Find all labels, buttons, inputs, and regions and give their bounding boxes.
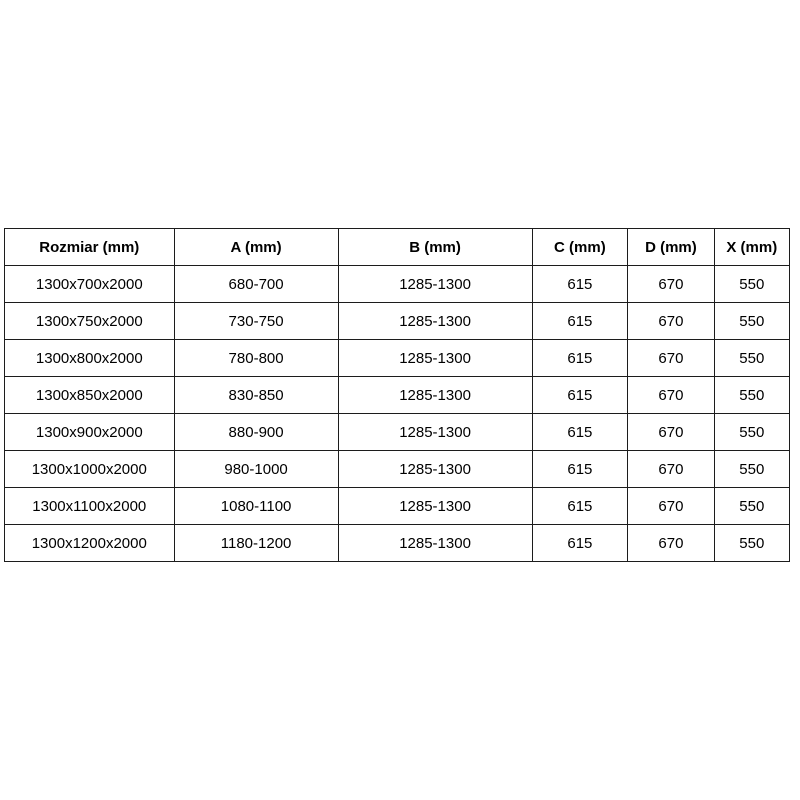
table-cell: 670 [627, 376, 715, 414]
table-cell: 880-900 [173, 413, 339, 451]
table-cell: 1300x850x2000 [4, 376, 175, 414]
table-header-row: Rozmiar (mm) A (mm) B (mm) C (mm) D (mm) X (m… [4, 228, 791, 266]
table-cell: 1300x700x2000 [4, 265, 175, 303]
table-cell: 730-750 [173, 302, 339, 340]
table-row: 1300x1200x2000 1180-1200 1285-1300 615 670 55… [4, 524, 791, 562]
table-cell: 670 [627, 302, 715, 340]
table-cell: 830-850 [173, 376, 339, 414]
table-body: 1300x700x2000 680-700 1285-1300 615 670 550 13… [4, 265, 791, 562]
table-cell: 1285-1300 [337, 265, 533, 303]
column-header-5: X (mm) [713, 228, 791, 266]
table-cell: 1300x1100x2000 [4, 487, 175, 525]
table-row: 1300x1100x2000 1080-1100 1285-1300 615 670 55… [4, 487, 791, 525]
table-cell: 1285-1300 [337, 376, 533, 414]
table-cell: 1285-1300 [337, 524, 533, 562]
table-cell: 1285-1300 [337, 302, 533, 340]
table-cell: 615 [531, 524, 629, 562]
table-cell: 550 [713, 413, 791, 451]
table-row: 1300x850x2000 830-850 1285-1300 615 670 550 [4, 376, 791, 414]
table-cell: 1285-1300 [337, 339, 533, 377]
column-header-0: Rozmiar (mm) [4, 228, 175, 266]
table-row: 1300x800x2000 780-800 1285-1300 615 670 550 [4, 339, 791, 377]
table-cell: 615 [531, 302, 629, 340]
table-cell: 680-700 [173, 265, 339, 303]
table-cell: 550 [713, 450, 791, 488]
column-header-2: B (mm) [337, 228, 533, 266]
table-cell: 1180-1200 [173, 524, 339, 562]
column-header-3: C (mm) [531, 228, 629, 266]
table-cell: 615 [531, 376, 629, 414]
table-row: 1300x1000x2000 980-1000 1285-1300 615 670 550 [4, 450, 791, 488]
table-cell: 780-800 [173, 339, 339, 377]
table-cell: 980-1000 [173, 450, 339, 488]
spec-table-container: Rozmiar (mm) A (mm) B (mm) C (mm) D (mm) X (m… [4, 228, 791, 562]
table-cell: 550 [713, 524, 791, 562]
table-row: 1300x700x2000 680-700 1285-1300 615 670 550 [4, 265, 791, 303]
table-cell: 615 [531, 265, 629, 303]
table-cell: 615 [531, 339, 629, 377]
table-cell: 1300x1200x2000 [4, 524, 175, 562]
table-cell: 670 [627, 339, 715, 377]
table-cell: 1285-1300 [337, 487, 533, 525]
table-cell: 615 [531, 450, 629, 488]
table-cell: 1300x750x2000 [4, 302, 175, 340]
table-cell: 1300x800x2000 [4, 339, 175, 377]
table-row: 1300x750x2000 730-750 1285-1300 615 670 550 [4, 302, 791, 340]
table-cell: 615 [531, 487, 629, 525]
column-header-4: D (mm) [627, 228, 715, 266]
table-cell: 550 [713, 302, 791, 340]
table-cell: 1285-1300 [337, 413, 533, 451]
table-cell: 550 [713, 376, 791, 414]
dimensions-spec-table: Rozmiar (mm) A (mm) B (mm) C (mm) D (mm) X (m… [4, 228, 791, 562]
table-cell: 1300x1000x2000 [4, 450, 175, 488]
table-cell: 1300x900x2000 [4, 413, 175, 451]
table-cell: 670 [627, 265, 715, 303]
table-cell: 670 [627, 487, 715, 525]
column-header-1: A (mm) [173, 228, 339, 266]
table-cell: 550 [713, 265, 791, 303]
table-cell: 670 [627, 450, 715, 488]
table-cell: 1080-1100 [173, 487, 339, 525]
table-cell: 550 [713, 487, 791, 525]
table-cell: 1285-1300 [337, 450, 533, 488]
table-cell: 615 [531, 413, 629, 451]
table-cell: 550 [713, 339, 791, 377]
table-cell: 670 [627, 413, 715, 451]
table-cell: 670 [627, 524, 715, 562]
table-row: 1300x900x2000 880-900 1285-1300 615 670 550 [4, 413, 791, 451]
